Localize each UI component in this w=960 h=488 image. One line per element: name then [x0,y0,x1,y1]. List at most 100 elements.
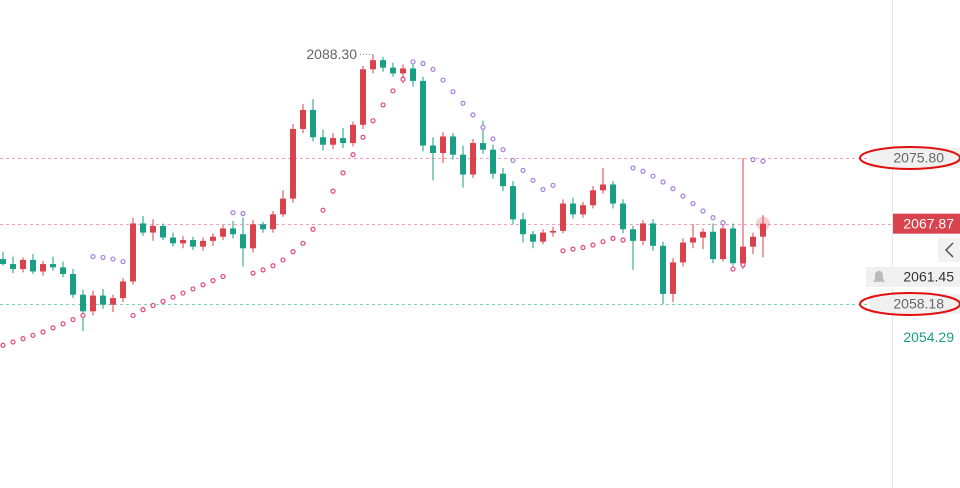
last-price-glow [756,216,770,231]
sar-dot [110,256,116,262]
sar-dot [70,316,76,323]
sar-dot [690,200,696,207]
sar-dot [320,207,326,213]
sar-dot [350,152,356,158]
candle-body [270,214,276,230]
candle-body [340,138,346,144]
candle-body [510,186,516,220]
candle-body [50,264,56,268]
candle-body [290,128,296,199]
candle-body [140,223,146,233]
current-price-box [893,213,960,234]
level-price-label: 2075.80 [893,150,944,166]
sar-dot [210,278,216,284]
sar-dot [170,294,176,300]
sar-dot [760,158,766,164]
sar-dot [710,215,716,221]
candle-body [490,149,496,174]
candle-body [300,109,306,129]
candle-body [160,225,166,238]
candle-body [430,145,436,153]
sar-dot [120,258,126,265]
sar-dot [380,102,386,108]
candle-body [150,225,156,233]
sar-dot [580,244,586,251]
sar-dot [440,77,446,83]
candle-body [540,232,546,242]
candle-body [670,262,676,294]
candle-body [500,173,506,187]
candle-body [380,60,386,68]
candle-body [200,240,206,247]
candle-body [550,230,556,233]
candle-body [40,264,46,272]
sar-dot [720,220,726,226]
candle-body [630,229,636,241]
candle-body [240,234,246,249]
candle-body [100,295,106,305]
sar-dot [740,262,746,268]
candle-body [0,259,6,265]
sar-dot [430,66,436,72]
candle-body [690,237,696,243]
candle-body [680,242,686,263]
sar-dot [260,267,266,273]
candle-body [310,109,316,138]
candle-body [470,143,476,175]
sar-dot [20,336,26,342]
candle-body [740,246,746,264]
sar-dot [150,302,156,309]
sar-dot [60,321,66,327]
sar-dot [190,286,196,292]
candle-body [410,68,416,81]
candle-body [460,154,466,175]
candle-body [520,219,526,235]
level-price-label: 2058.18 [893,296,944,312]
sar-dot [540,186,546,193]
sar-dot [200,282,206,288]
level-label-box [870,147,960,168]
candle-body [730,228,736,264]
candle-body [720,228,726,260]
candle-body [190,240,196,247]
candle-body [320,137,326,145]
sar-dot [700,208,706,214]
candle-body [120,281,126,299]
sar-dot [370,118,376,124]
sar-dot [130,312,136,319]
sar-dot [300,240,306,246]
sar-dot [490,136,496,142]
candle-body [640,223,646,241]
sar-dot [620,237,626,243]
candle-body [440,136,446,153]
candle-body [400,68,406,74]
sar-dot [50,325,56,331]
candle-body [420,80,426,146]
sar-dot [250,270,256,276]
sar-dot [390,88,396,94]
sar-dot [340,170,346,176]
candle-body [450,136,456,155]
highlight-circle [859,145,960,170]
candle-body [130,223,136,282]
sar-dot [510,157,516,164]
sar-dot [590,242,596,248]
candle-body [20,259,26,270]
level-price-label: 2054.29 [903,329,954,345]
candle-body [390,67,396,74]
collapse-button[interactable] [938,238,960,262]
candle-body [10,264,16,270]
sar-dot [0,342,6,348]
sar-dot [560,248,566,254]
sar-dot [80,312,86,319]
sar-dot [180,290,186,296]
level-label-box [870,294,960,315]
alert-bell-icon [873,270,885,282]
candle-body [600,184,606,191]
sar-dot [10,339,16,345]
sar-dot [630,165,636,171]
candle-body [580,205,586,215]
candle-body [70,274,76,295]
